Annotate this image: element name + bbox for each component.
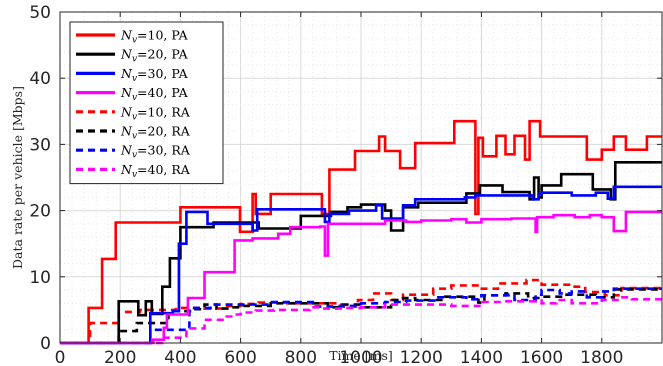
legend-label: Nv=40, RA [120,162,191,180]
x-tick-label: 600 [224,348,256,366]
y-tick-label: 10 [29,268,51,288]
series-line-3 [60,185,662,345]
y-tick-label: 50 [29,3,51,23]
legend-label: Nv=20, RA [120,124,191,142]
series-lines [60,119,662,345]
x-tick-label: 0 [55,348,66,366]
y-tick-label: 30 [29,135,51,155]
series-line-4 [60,210,662,345]
x-tick-label: 400 [164,348,196,366]
x-tick-label: 1800 [580,348,623,366]
y-axis-label: Data rate per vehicle [Mbps] [10,86,25,269]
legend-label: Nv=10, RA [120,104,191,122]
x-tick-label: 200 [104,348,136,366]
legend-label: Nv=10, PA [120,28,189,46]
legend-label: Nv=30, PA [120,66,189,84]
x-axis-label: Time [ms] [329,348,393,363]
y-tick-label: 40 [29,69,51,89]
legend-label: Nv=40, PA [120,85,189,103]
legend-box [69,21,224,185]
legend-label: Nv=20, PA [120,47,189,65]
y-tick-label: 20 [29,202,51,222]
series-line-1 [60,119,662,345]
x-tick-label: 1200 [400,348,443,366]
series-line-8 [60,296,662,345]
x-tick-label: 1600 [520,348,563,366]
axis-ticks: 0 200 400 600 800 1000 1200 1400 1600 1800 0 10 20 30… [29,3,662,366]
x-tick-label: 1000 [339,348,382,366]
x-tick-label: 1400 [460,348,503,366]
series-line-7 [60,287,662,345]
x-tick-label: 800 [285,348,317,366]
legend-label: Nv=30, RA [120,143,191,161]
series-line-5 [60,278,662,345]
y-tick-label: 0 [40,334,51,354]
